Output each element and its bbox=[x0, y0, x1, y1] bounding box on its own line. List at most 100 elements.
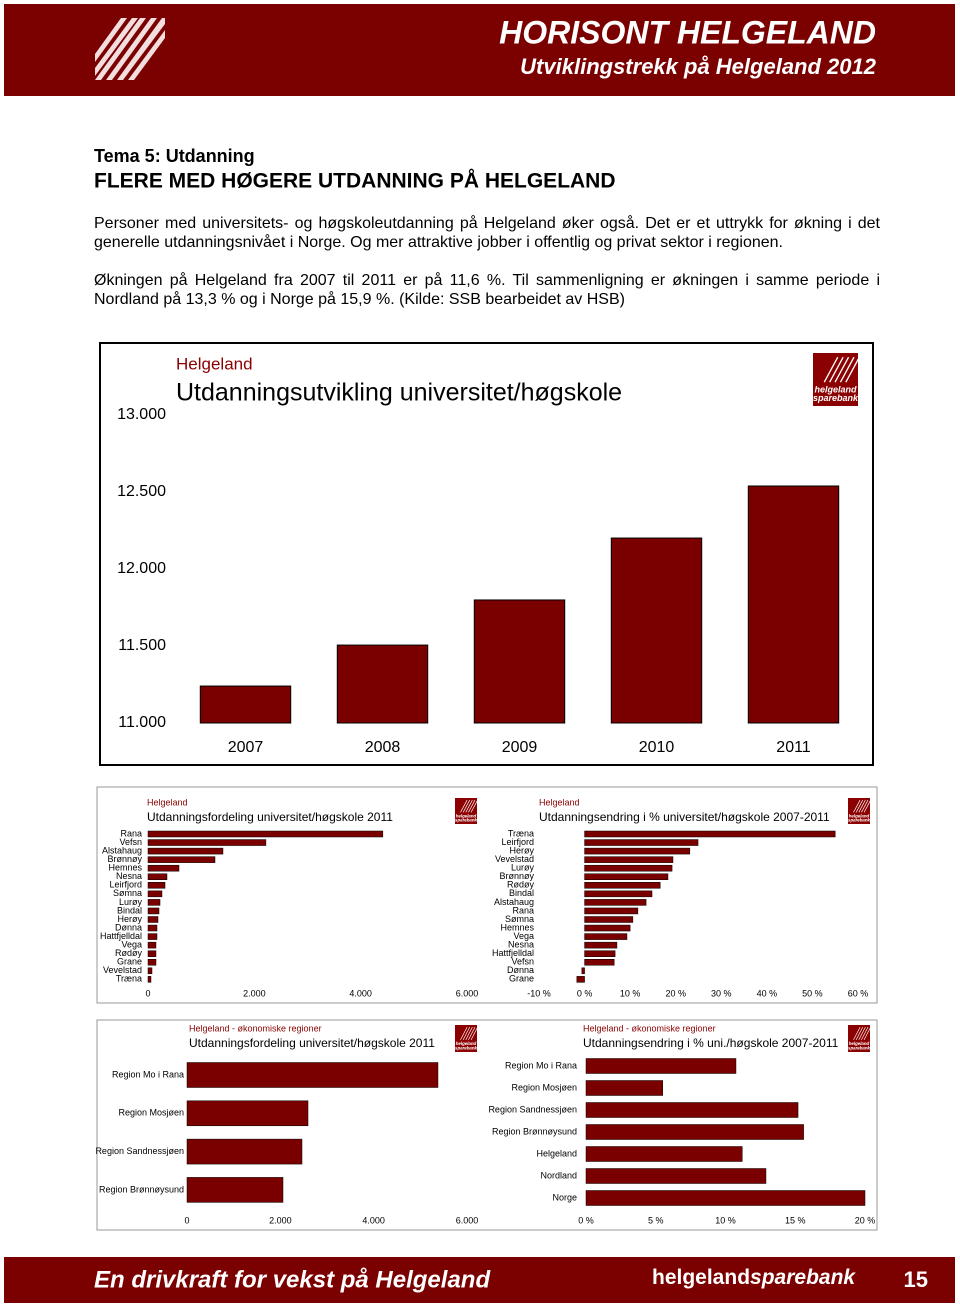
x-tick-label: 6.000 bbox=[456, 1215, 479, 1225]
y-tick-label: Vega bbox=[513, 931, 534, 941]
bar bbox=[147, 950, 157, 957]
x-tick-label: 0 bbox=[184, 1215, 189, 1225]
bar bbox=[147, 941, 157, 949]
logo-text: helgeland bbox=[456, 813, 477, 818]
logo-stripe bbox=[465, 799, 473, 813]
y-tick-label: 12.000 bbox=[117, 560, 166, 577]
chart-frame bbox=[96, 786, 878, 1004]
bar bbox=[584, 907, 639, 915]
x-tick-label: 2.000 bbox=[269, 1215, 292, 1225]
x-tick-label: 4.000 bbox=[362, 1215, 385, 1225]
y-tick-label: Herøy bbox=[118, 914, 143, 924]
logo-stripe bbox=[460, 1027, 468, 1041]
bar bbox=[147, 907, 160, 915]
y-tick-label: Hemnes bbox=[500, 922, 534, 932]
header-title: HORISONT HELGELAND bbox=[499, 14, 876, 50]
x-tick-label: 30 % bbox=[711, 988, 732, 998]
bar bbox=[473, 599, 566, 724]
y-tick-label: Dønna bbox=[507, 965, 534, 975]
y-tick-label: 12.500 bbox=[117, 483, 166, 500]
y-tick-label: Bindal bbox=[509, 888, 534, 898]
y-tick-label: Region Brønnøysund bbox=[99, 1184, 184, 1194]
y-tick-label: Vefsn bbox=[511, 957, 534, 967]
y-tick-label: Rødøy bbox=[507, 880, 535, 890]
header-logo bbox=[95, 18, 165, 80]
y-tick-label: Dønna bbox=[115, 922, 142, 932]
bar bbox=[584, 864, 673, 872]
x-tick-label: 0 % bbox=[577, 988, 593, 998]
logo-stripe bbox=[863, 1027, 871, 1041]
x-tick-label: 15 % bbox=[785, 1215, 806, 1225]
bar bbox=[147, 924, 158, 932]
x-tick-label: 2.000 bbox=[243, 988, 266, 998]
footer-band bbox=[4, 1257, 955, 1303]
bar bbox=[747, 485, 840, 724]
y-tick-label: Rana bbox=[512, 905, 534, 915]
bar bbox=[186, 1100, 309, 1127]
chart-title: Utdanningsendring i % universitet/høgsko… bbox=[539, 810, 830, 824]
y-tick-label: Vevelstad bbox=[495, 854, 534, 864]
y-tick-label: Lurøy bbox=[511, 863, 535, 873]
logo-stripe bbox=[858, 799, 866, 813]
bar bbox=[584, 856, 674, 863]
x-tick-label: 50 % bbox=[802, 988, 823, 998]
x-tick-label: 5 % bbox=[648, 1215, 664, 1225]
logo-stripe bbox=[468, 799, 476, 813]
logo-text: sparebank bbox=[455, 1045, 478, 1050]
x-tick-label: 20 % bbox=[665, 988, 686, 998]
logo-stripe bbox=[462, 1027, 471, 1041]
x-tick-label: 10 % bbox=[620, 988, 641, 998]
bar bbox=[147, 839, 267, 846]
x-tick-label: 20 % bbox=[855, 1215, 876, 1225]
chart-title: Utdanningsendring i % uni./høgskole 2007… bbox=[583, 1036, 839, 1050]
section-theme: Tema 5: Utdanning bbox=[94, 146, 255, 166]
logo-stripe bbox=[855, 1027, 864, 1041]
chart-subtitle: Helgeland - økonomiske regioner bbox=[189, 1023, 322, 1033]
bar bbox=[585, 1080, 663, 1096]
brand-logo bbox=[848, 798, 870, 824]
bar bbox=[186, 1062, 439, 1088]
chart-title: Utdanningsfordeling universitet/høgskole… bbox=[189, 1036, 435, 1050]
header-subtitle: Utviklingstrekk på Helgeland 2012 bbox=[520, 54, 877, 79]
y-tick-label: Træna bbox=[116, 974, 142, 984]
brand-logo bbox=[848, 1025, 870, 1052]
bar bbox=[147, 967, 153, 975]
logo-stripe bbox=[861, 1027, 869, 1041]
bar bbox=[147, 882, 166, 889]
bar bbox=[584, 847, 691, 855]
logo-stripe bbox=[853, 1027, 861, 1041]
logo-stripe bbox=[465, 1027, 473, 1041]
bar bbox=[199, 685, 292, 724]
brand-part: helgeland bbox=[652, 1266, 750, 1289]
y-tick-label: Grane bbox=[117, 957, 142, 967]
y-tick-label: Hattfjelldal bbox=[100, 931, 142, 941]
x-tick-label: 2008 bbox=[365, 739, 401, 756]
chart-subtitle: Helgeland - økonomiske regioner bbox=[583, 1023, 716, 1033]
y-tick-label: Region Mosjøen bbox=[118, 1108, 184, 1118]
logo-stripe bbox=[855, 799, 864, 813]
y-tick-label: 11.000 bbox=[118, 714, 166, 731]
x-tick-label: 4.000 bbox=[349, 988, 372, 998]
x-tick-label: 6.000 bbox=[456, 988, 479, 998]
y-tick-label: Region Sandnessjøen bbox=[95, 1146, 184, 1156]
bar bbox=[584, 916, 634, 923]
x-tick-label: 0 bbox=[145, 988, 150, 998]
y-tick-label: Nesna bbox=[116, 871, 142, 881]
chart-frame bbox=[96, 1019, 878, 1231]
logo-text: helgeland bbox=[849, 813, 870, 818]
y-tick-label: Vega bbox=[121, 940, 142, 950]
bar bbox=[147, 856, 216, 863]
logo-stripe bbox=[845, 356, 860, 383]
logo-text: sparebank bbox=[848, 818, 871, 823]
x-tick-label: 2011 bbox=[776, 739, 811, 756]
footer-brand: helgelandsparebank bbox=[652, 1266, 856, 1289]
chart-title: Utdanningsfordeling universitet/høgskole… bbox=[147, 810, 393, 824]
y-tick-label: Rana bbox=[120, 828, 142, 838]
bar bbox=[610, 537, 703, 724]
brand-part: sparebank bbox=[750, 1266, 856, 1289]
y-tick-label: Alstahaug bbox=[494, 897, 534, 907]
bar bbox=[585, 1146, 743, 1162]
chart-subtitle: Helgeland bbox=[147, 797, 188, 807]
y-tick-label: Hattfjelldal bbox=[492, 948, 534, 958]
